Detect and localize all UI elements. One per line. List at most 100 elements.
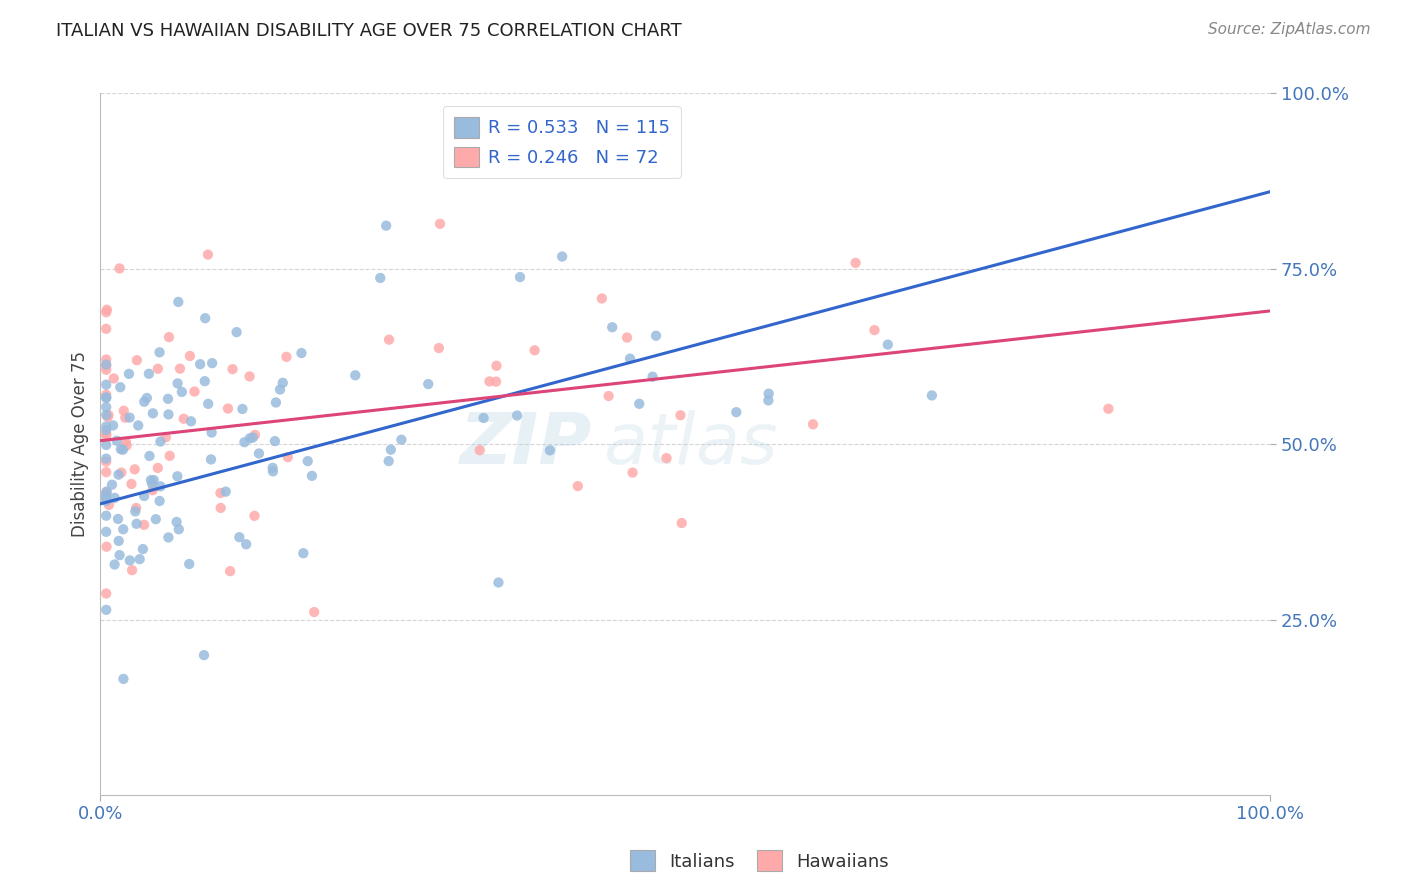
Point <box>188 357 211 371</box>
Point <box>669 409 692 423</box>
Point <box>209 486 232 500</box>
Point <box>600 320 623 334</box>
Point <box>96 603 118 617</box>
Point <box>228 530 250 544</box>
Point <box>96 508 118 523</box>
Point <box>219 564 242 578</box>
Point <box>103 371 125 385</box>
Point <box>115 439 138 453</box>
Point <box>591 292 613 306</box>
Point <box>135 391 157 405</box>
Point <box>104 491 127 505</box>
Point <box>628 397 651 411</box>
Point <box>201 425 224 440</box>
Legend: R = 0.533   N = 115, R = 0.246   N = 72: R = 0.533 N = 115, R = 0.246 N = 72 <box>443 106 681 178</box>
Point <box>96 419 118 434</box>
Point <box>96 438 118 452</box>
Point <box>115 435 138 450</box>
Point <box>96 494 118 508</box>
Point <box>478 375 501 389</box>
Point <box>118 367 141 381</box>
Point <box>655 451 678 466</box>
Point <box>429 217 451 231</box>
Point <box>921 388 943 402</box>
Point <box>271 376 294 390</box>
Point <box>197 397 219 411</box>
Point <box>231 401 253 416</box>
Point <box>139 473 162 487</box>
Point <box>641 369 664 384</box>
Point <box>183 384 205 399</box>
Point <box>120 477 142 491</box>
Point <box>138 367 160 381</box>
Point <box>107 512 129 526</box>
Point <box>96 358 118 372</box>
Point <box>125 500 148 515</box>
Point <box>262 464 284 478</box>
Point <box>276 350 298 364</box>
Point <box>96 322 118 336</box>
Point <box>96 490 118 504</box>
Point <box>239 369 262 384</box>
Point <box>156 392 179 406</box>
Point <box>472 411 495 425</box>
Point <box>418 377 440 392</box>
Point <box>485 359 508 373</box>
Point <box>110 442 132 457</box>
Legend: Italians, Hawaiians: Italians, Hawaiians <box>623 843 896 879</box>
Point <box>671 516 693 530</box>
Point <box>292 546 315 560</box>
Point <box>110 466 132 480</box>
Point <box>138 449 160 463</box>
Point <box>121 563 143 577</box>
Point <box>645 328 668 343</box>
Point <box>616 330 638 344</box>
Point <box>180 414 202 428</box>
Point <box>96 487 118 501</box>
Point <box>149 479 172 493</box>
Point <box>112 403 135 417</box>
Point <box>221 362 243 376</box>
Point <box>96 485 118 500</box>
Point <box>173 411 195 425</box>
Point <box>111 442 134 457</box>
Point <box>523 343 546 358</box>
Point <box>107 533 129 548</box>
Point <box>103 558 125 572</box>
Point <box>96 305 118 319</box>
Point <box>225 325 247 339</box>
Point <box>264 395 287 409</box>
Point <box>157 330 180 344</box>
Point <box>239 431 262 445</box>
Point <box>132 542 155 557</box>
Point <box>96 377 118 392</box>
Point <box>217 401 239 416</box>
Point <box>157 408 180 422</box>
Point <box>233 435 256 450</box>
Point <box>264 434 287 449</box>
Point <box>97 409 120 424</box>
Point <box>96 484 118 499</box>
Point <box>149 494 172 508</box>
Point <box>169 361 191 376</box>
Point <box>551 250 574 264</box>
Point <box>509 270 531 285</box>
Point <box>96 390 118 404</box>
Point <box>97 408 120 422</box>
Point <box>247 446 270 460</box>
Point <box>194 311 217 326</box>
Point <box>375 219 398 233</box>
Point <box>485 375 508 389</box>
Point <box>215 484 238 499</box>
Point <box>725 405 748 419</box>
Point <box>96 359 118 373</box>
Point <box>209 500 232 515</box>
Point <box>179 349 201 363</box>
Point <box>101 418 124 433</box>
Point <box>538 443 561 458</box>
Point <box>146 461 169 475</box>
Point <box>141 476 163 491</box>
Point <box>124 462 146 476</box>
Point <box>96 465 118 479</box>
Point <box>166 376 188 391</box>
